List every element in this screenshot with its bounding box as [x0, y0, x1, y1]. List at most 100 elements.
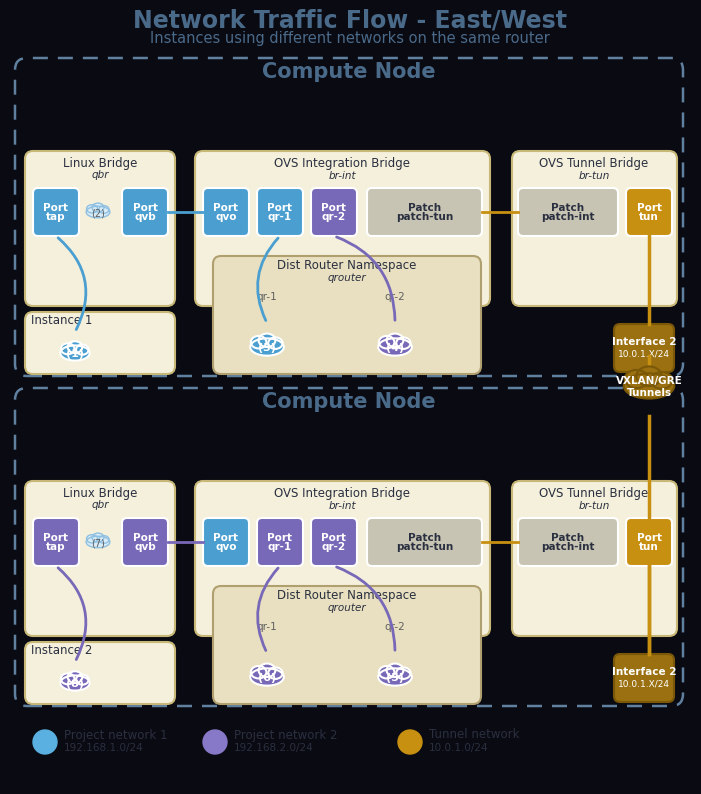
Text: Compute Node: Compute Node — [262, 392, 436, 412]
Text: qr-2: qr-2 — [322, 542, 346, 552]
Text: Port: Port — [43, 533, 69, 543]
FancyBboxPatch shape — [203, 188, 249, 236]
Text: qr-1: qr-1 — [257, 622, 278, 632]
Text: Instances using different networks on the same router: Instances using different networks on th… — [150, 30, 550, 45]
FancyBboxPatch shape — [33, 188, 79, 236]
FancyBboxPatch shape — [25, 151, 175, 306]
FancyBboxPatch shape — [367, 188, 482, 236]
Text: (7): (7) — [91, 538, 105, 548]
Ellipse shape — [379, 338, 411, 356]
Text: OVS Tunnel Bridge: OVS Tunnel Bridge — [539, 157, 648, 171]
FancyBboxPatch shape — [518, 188, 618, 236]
FancyBboxPatch shape — [367, 518, 482, 566]
Text: (8): (8) — [66, 679, 84, 689]
Ellipse shape — [251, 666, 266, 678]
FancyBboxPatch shape — [25, 481, 175, 636]
Text: Patch: Patch — [408, 203, 441, 213]
Text: Port: Port — [322, 203, 346, 213]
Text: (5): (5) — [386, 673, 404, 683]
Text: Interface 2: Interface 2 — [612, 667, 676, 677]
Ellipse shape — [250, 669, 284, 686]
Ellipse shape — [268, 337, 283, 349]
Ellipse shape — [60, 676, 90, 691]
Text: Patch: Patch — [408, 533, 441, 543]
Text: tun: tun — [639, 542, 659, 552]
Text: qr-1: qr-1 — [268, 212, 292, 222]
Text: (1): (1) — [66, 349, 84, 359]
FancyBboxPatch shape — [518, 518, 618, 566]
Text: qvo: qvo — [215, 542, 237, 552]
Text: OVS Integration Bridge: OVS Integration Bridge — [274, 157, 410, 171]
FancyBboxPatch shape — [195, 481, 490, 636]
Text: Tunnel network: Tunnel network — [429, 729, 519, 742]
Ellipse shape — [396, 337, 411, 349]
Text: VXLAN/GRE: VXLAN/GRE — [615, 376, 682, 386]
FancyBboxPatch shape — [311, 518, 357, 566]
Text: 192.168.1.0/24: 192.168.1.0/24 — [64, 743, 144, 753]
Text: qr-2: qr-2 — [322, 212, 346, 222]
Ellipse shape — [379, 336, 395, 349]
FancyBboxPatch shape — [512, 481, 677, 636]
Ellipse shape — [624, 373, 674, 399]
Text: qr-1: qr-1 — [268, 542, 292, 552]
Text: Port: Port — [43, 203, 69, 213]
Ellipse shape — [68, 341, 82, 353]
Text: Dist Router Namespace: Dist Router Namespace — [278, 589, 416, 603]
FancyBboxPatch shape — [213, 256, 481, 374]
Text: (3): (3) — [258, 343, 276, 353]
Text: 10.0.1.X/24: 10.0.1.X/24 — [618, 349, 670, 359]
Ellipse shape — [86, 206, 110, 218]
Text: Compute Node: Compute Node — [262, 62, 436, 82]
Text: Port: Port — [268, 203, 292, 213]
Text: Dist Router Namespace: Dist Router Namespace — [278, 260, 416, 272]
FancyBboxPatch shape — [25, 312, 175, 374]
Text: 10.0.1.X/24: 10.0.1.X/24 — [618, 680, 670, 688]
FancyBboxPatch shape — [626, 188, 672, 236]
Text: qbr: qbr — [91, 500, 109, 510]
Text: Linux Bridge: Linux Bridge — [63, 157, 137, 171]
Ellipse shape — [268, 668, 283, 679]
Ellipse shape — [259, 333, 275, 347]
Text: qbr: qbr — [91, 170, 109, 180]
Text: tap: tap — [46, 212, 66, 222]
Ellipse shape — [99, 536, 109, 543]
Text: tun: tun — [639, 212, 659, 222]
Text: br-int: br-int — [328, 501, 356, 511]
Text: Instance 1: Instance 1 — [32, 314, 93, 326]
Circle shape — [398, 730, 422, 754]
FancyBboxPatch shape — [257, 518, 303, 566]
Text: OVS Integration Bridge: OVS Integration Bridge — [274, 488, 410, 500]
Text: br-int: br-int — [328, 171, 356, 181]
Ellipse shape — [92, 203, 104, 212]
Ellipse shape — [76, 345, 88, 355]
Text: qrouter: qrouter — [327, 273, 367, 283]
Ellipse shape — [60, 345, 90, 360]
Ellipse shape — [86, 536, 110, 548]
FancyBboxPatch shape — [195, 151, 490, 306]
Ellipse shape — [637, 366, 662, 386]
Circle shape — [203, 730, 227, 754]
Text: 192.168.2.0/24: 192.168.2.0/24 — [234, 743, 314, 753]
Ellipse shape — [86, 205, 97, 213]
Circle shape — [33, 730, 57, 754]
Text: qvb: qvb — [134, 542, 156, 552]
Text: qr-2: qr-2 — [385, 292, 405, 302]
Text: Network Traffic Flow - East/West: Network Traffic Flow - East/West — [133, 8, 567, 32]
Ellipse shape — [386, 664, 403, 677]
Text: (4): (4) — [386, 343, 404, 353]
Text: patch-int: patch-int — [541, 542, 594, 552]
Text: Port: Port — [132, 203, 158, 213]
FancyBboxPatch shape — [257, 188, 303, 236]
FancyBboxPatch shape — [626, 518, 672, 566]
Text: Linux Bridge: Linux Bridge — [63, 488, 137, 500]
Text: Port: Port — [637, 203, 662, 213]
Text: Port: Port — [268, 533, 292, 543]
Text: patch-int: patch-int — [541, 212, 594, 222]
Text: 10.0.1.0/24: 10.0.1.0/24 — [429, 743, 489, 753]
Text: patch-tun: patch-tun — [396, 212, 453, 222]
FancyBboxPatch shape — [122, 188, 168, 236]
Ellipse shape — [625, 370, 648, 388]
FancyBboxPatch shape — [25, 642, 175, 704]
Text: Port: Port — [322, 533, 346, 543]
FancyBboxPatch shape — [213, 586, 481, 704]
